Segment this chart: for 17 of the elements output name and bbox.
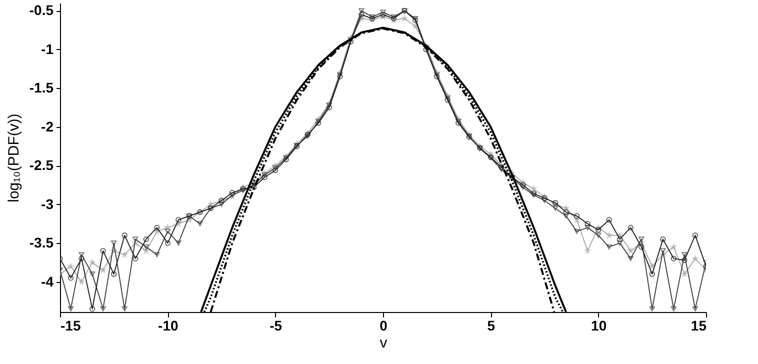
y-axis-title: log₁₀(PDF(v)): [5, 114, 22, 202]
x-tick-label: -5: [270, 318, 282, 334]
y-tick-label: -2: [41, 118, 54, 134]
y-tick-label: -0.5: [29, 2, 54, 18]
x-tick-label: 0: [380, 318, 388, 334]
x-tick-label: 15: [690, 318, 707, 334]
x-tick-label: 10: [591, 318, 607, 334]
y-tick-label: -3: [41, 196, 54, 212]
y-tick-label: -3.5: [29, 234, 54, 251]
x-axis-title: v: [380, 334, 388, 352]
x-tick-label: 5: [487, 318, 496, 334]
y-tick-label: -1.5: [29, 80, 54, 96]
x-tick-label: -15: [60, 318, 81, 334]
y-tick-label: -4: [41, 273, 54, 290]
x-tick-label: -10: [158, 318, 178, 334]
y-tick-label: -2.5: [29, 157, 54, 174]
y-tick-label: -1: [41, 40, 54, 57]
